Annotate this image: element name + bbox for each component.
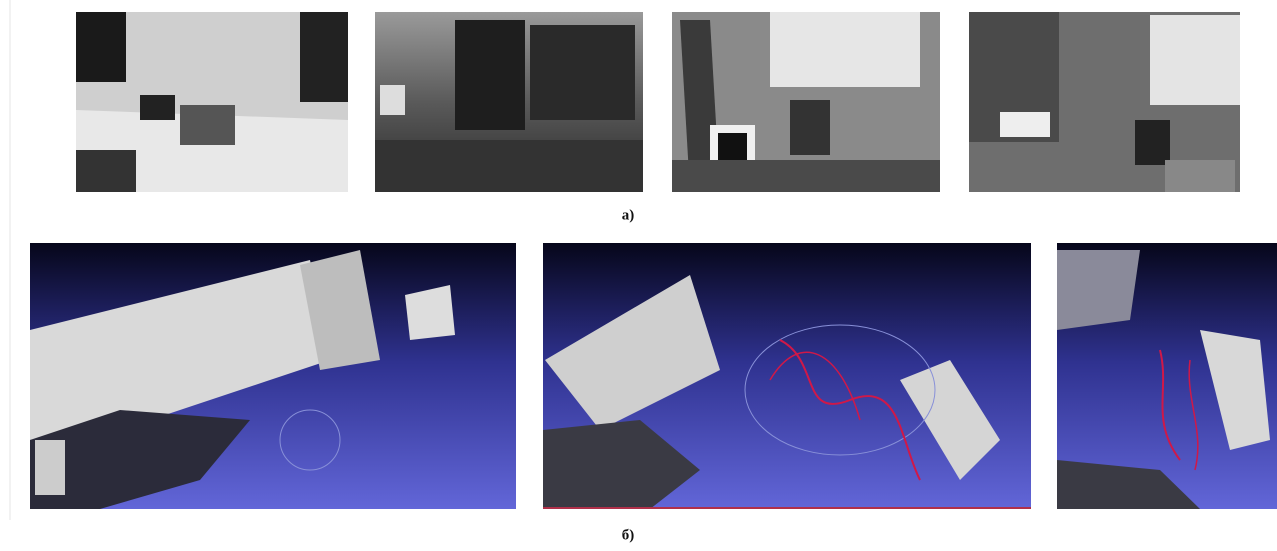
photo [76,12,348,192]
point-cloud-render [30,243,516,509]
photo [375,12,643,192]
panel-label: б) [622,527,635,543]
panel-label: а) [622,207,635,223]
point-cloud-render [1057,243,1277,509]
figure: а) б) [0,0,1277,546]
photo [672,12,940,192]
photo [969,12,1240,192]
point-cloud-render [543,243,1031,509]
